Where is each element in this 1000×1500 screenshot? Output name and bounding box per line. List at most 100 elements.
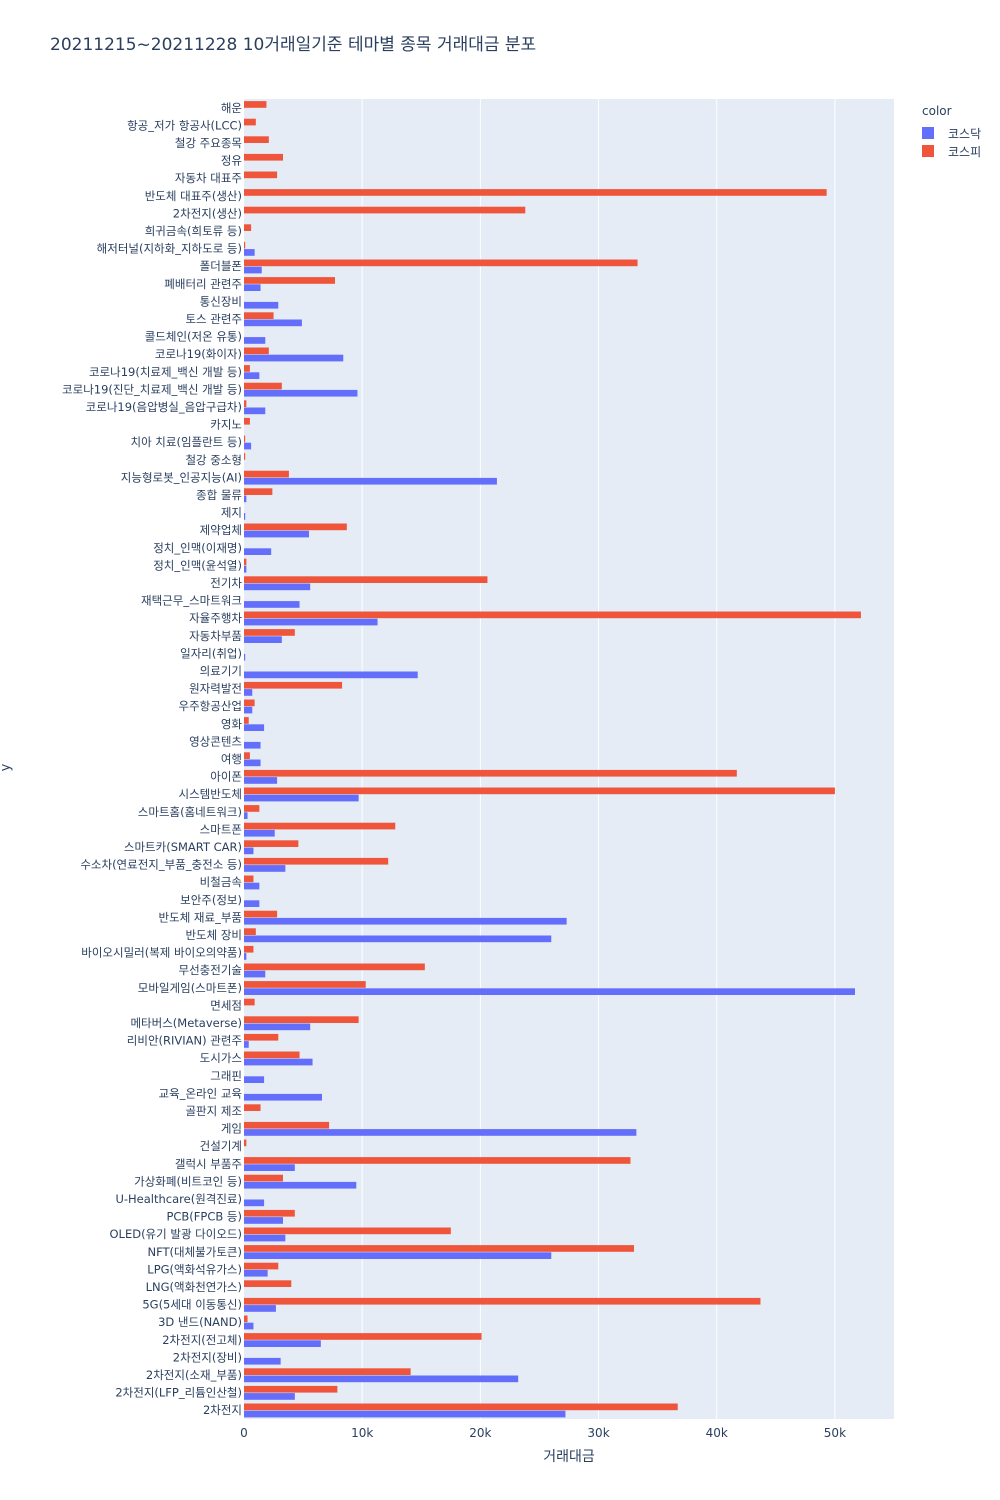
bar-kospi[interactable] [244,717,249,724]
bar-kospi[interactable] [244,136,269,143]
bar-kospi[interactable] [244,1174,283,1182]
bar-kosdaq[interactable] [244,1217,283,1224]
bar-kospi[interactable] [244,224,252,231]
bar-kosdaq[interactable] [244,1199,265,1207]
bar-kospi[interactable] [244,681,343,689]
bar-kosdaq[interactable] [244,1181,357,1189]
bar-kospi[interactable] [244,769,737,777]
bar-kospi[interactable] [244,981,366,988]
bar-kosdaq[interactable] [244,636,282,643]
bar-kosdaq[interactable] [244,777,278,784]
bar-kospi[interactable] [244,1245,634,1252]
bar-kospi[interactable] [244,576,488,583]
bar-kospi[interactable] [244,1297,761,1305]
bar-kospi[interactable] [244,945,254,953]
bar-kosdaq[interactable] [244,442,252,450]
bar-kosdaq[interactable] [244,724,265,731]
bar-kospi[interactable] [244,840,299,847]
bar-kosdaq[interactable] [244,829,275,837]
bar-kospi[interactable] [244,189,827,196]
bar-kospi[interactable] [244,1139,247,1147]
bar-kosdaq[interactable] [244,495,247,503]
bar-kosdaq[interactable] [244,865,286,872]
bar-kosdaq[interactable] [244,389,358,397]
bar-kospi[interactable] [244,1033,279,1041]
bar-kospi[interactable] [244,910,278,918]
bar-kosdaq[interactable] [244,601,300,608]
bar-kospi[interactable] [244,805,260,812]
bar-kosdaq[interactable] [244,741,261,749]
bar-kospi[interactable] [244,1333,482,1340]
bar-kospi[interactable] [244,1209,295,1217]
bar-kospi[interactable] [244,1051,300,1059]
bar-kospi[interactable] [244,523,347,531]
bar-kosdaq[interactable] [244,1357,281,1365]
bar-kosdaq[interactable] [244,1058,313,1066]
bar-kospi[interactable] [244,400,247,407]
bar-kosdaq[interactable] [244,1340,321,1347]
bar-kospi[interactable] [244,928,256,935]
bar-kospi[interactable] [244,206,526,214]
bar-kospi[interactable] [244,382,282,390]
bar-kosdaq[interactable] [244,530,309,538]
bar-kosdaq[interactable] [244,337,266,344]
bar-kosdaq[interactable] [244,988,855,995]
bar-kospi[interactable] [244,1280,292,1287]
bar-kospi[interactable] [244,611,861,619]
bar-kosdaq[interactable] [244,689,253,696]
bar-kospi[interactable] [244,1157,631,1164]
bar-kosdaq[interactable] [244,953,247,960]
bar-kospi[interactable] [244,241,246,249]
bar-kosdaq[interactable] [244,759,261,767]
bar-kospi[interactable] [244,1227,451,1235]
bar-kospi[interactable] [244,1315,248,1323]
bar-kospi[interactable] [244,699,255,707]
bar-kospi[interactable] [244,365,250,372]
bar-kosdaq[interactable] [244,1305,276,1312]
bar-kosdaq[interactable] [244,1129,637,1136]
bar-kospi[interactable] [244,1368,411,1375]
bar-kospi[interactable] [244,435,246,443]
bar-kospi[interactable] [244,1104,261,1111]
bar-kosdaq[interactable] [244,548,272,555]
bar-kospi[interactable] [244,752,250,759]
bar-kosdaq[interactable] [244,1041,249,1048]
bar-kosdaq[interactable] [244,565,247,573]
bar-kospi[interactable] [244,963,425,971]
bar-kospi[interactable] [244,277,335,284]
bar-kosdaq[interactable] [244,301,279,309]
legend-item-kospi[interactable]: 코스피 [922,142,981,160]
bar-kosdaq[interactable] [244,1322,254,1330]
bar-kospi[interactable] [244,488,273,495]
bar-kosdaq[interactable] [244,671,418,679]
bar-kosdaq[interactable] [244,970,266,978]
bar-kosdaq[interactable] [244,794,359,802]
bar-kosdaq[interactable] [244,513,246,520]
bar-kosdaq[interactable] [244,935,552,943]
bar-kospi[interactable] [244,1262,279,1270]
bar-kospi[interactable] [244,1121,330,1129]
bar-kosdaq[interactable] [244,812,248,819]
bar-kospi[interactable] [244,558,247,566]
bar-kosdaq[interactable] [244,900,260,907]
bar-kosdaq[interactable] [244,882,260,890]
bar-kosdaq[interactable] [244,1393,295,1400]
bar-kospi[interactable] [244,118,256,126]
bar-kosdaq[interactable] [244,284,261,291]
bar-kosdaq[interactable] [244,917,567,925]
bar-kosdaq[interactable] [244,1093,322,1101]
bar-kosdaq[interactable] [244,653,246,661]
bar-kosdaq[interactable] [244,1076,265,1083]
bar-kospi[interactable] [244,312,274,319]
bar-kospi[interactable] [244,347,269,355]
bar-kosdaq[interactable] [244,1269,268,1277]
bar-kospi[interactable] [244,822,396,830]
bar-kosdaq[interactable] [244,1164,295,1171]
bar-kosdaq[interactable] [244,1234,286,1242]
bar-kosdaq[interactable] [244,1023,311,1031]
bar-kosdaq[interactable] [244,1252,552,1259]
bar-kospi[interactable] [244,875,254,883]
bar-kosdaq[interactable] [244,706,253,714]
bar-kospi[interactable] [244,153,283,161]
bar-kospi[interactable] [244,171,278,179]
